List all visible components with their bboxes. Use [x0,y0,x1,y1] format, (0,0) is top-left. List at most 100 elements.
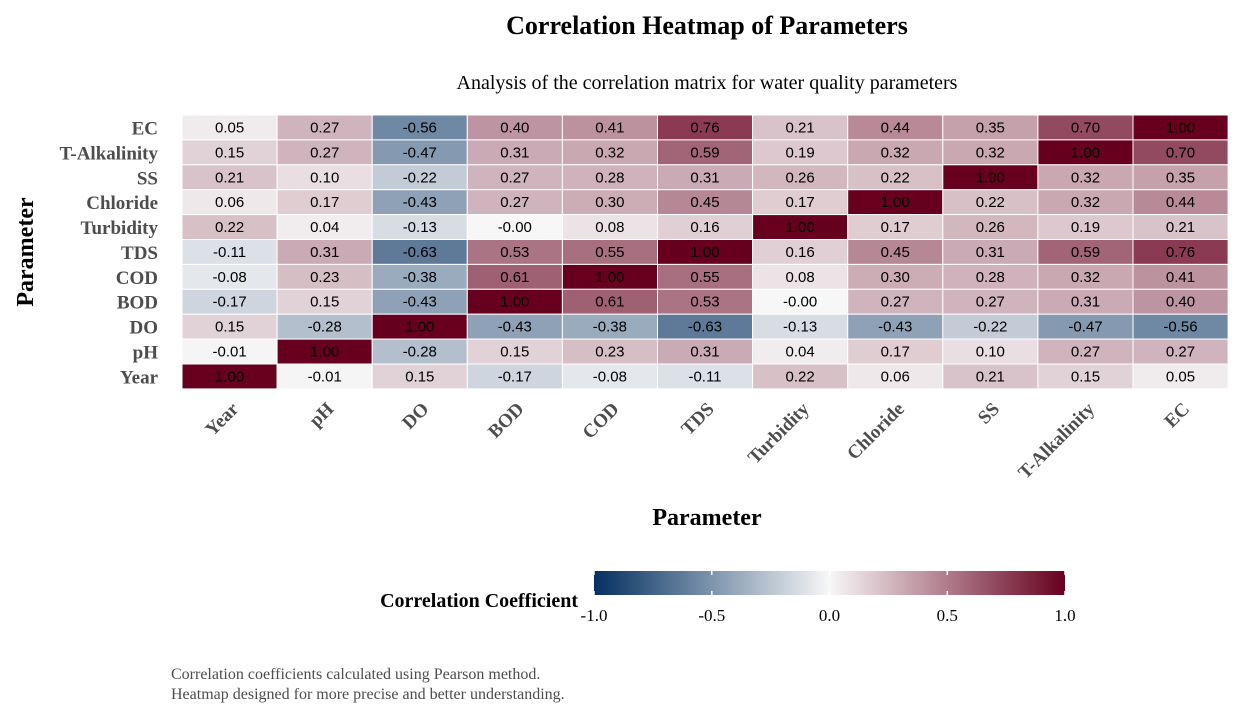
heatmap-cell [752,313,849,340]
cell-value-label: -0.08 [593,368,627,385]
legend-tick-label: 1.0 [1054,606,1075,625]
cell-value-label: 0.35 [1166,169,1195,186]
cell-value-label: 0.22 [976,194,1005,211]
cell-value-label: -0.43 [498,319,532,336]
cell-value-label: 0.32 [976,144,1005,161]
y-tick-label: EC [132,118,158,139]
heatmap-cell [371,313,468,340]
cell-value-label: 0.32 [881,144,910,161]
heatmap-cell [466,189,563,216]
heatmap-cell [181,313,278,340]
legend-tick-label: -1.0 [581,606,608,625]
x-tick-label: SS [974,399,1004,429]
heatmap-cell [657,263,754,290]
heatmap-cell [1037,288,1134,315]
x-tick-label: EC [1161,399,1195,433]
cell-value-label: 1.00 [1166,119,1195,136]
heatmap-cell [847,313,944,340]
heatmap-cell [752,288,849,315]
cell-value-label: 0.32 [1071,194,1100,211]
heatmap-cell [561,214,659,241]
cell-value-label: -0.43 [403,194,437,211]
cell-value-label: -0.43 [878,319,912,336]
heatmap-cell [942,363,1039,390]
heatmap-cell [276,288,373,315]
x-tick-label: BOD [484,399,528,443]
x-tick-label: Chloride [843,399,909,465]
cell-value-label: 0.27 [310,144,339,161]
cell-value-label: 0.76 [690,119,719,136]
cell-value-label: 0.53 [690,294,719,311]
heatmap-cell [276,114,373,141]
cell-value-label: 1.00 [405,319,434,336]
cell-value-label: 0.70 [1166,144,1195,161]
heatmap-cell [1037,263,1134,290]
y-tick-label: Turbidity [81,218,159,239]
cell-value-label: 0.32 [595,144,624,161]
cell-value-label: 0.19 [1071,219,1100,236]
cell-value-label: 0.26 [976,219,1005,236]
cell-value-label: -0.28 [308,319,342,336]
chart-subtitle: Analysis of the correlation matrix for w… [457,72,958,94]
heatmap-cell [752,139,849,166]
y-tick-label: DO [130,318,159,339]
heatmap-cell [181,214,278,241]
cell-value-label: 1.00 [881,194,910,211]
cell-value-label: 0.15 [215,144,244,161]
cell-value-label: 0.55 [595,244,624,261]
heatmap-cell [1037,114,1134,141]
cell-value-label: -0.38 [403,269,437,286]
heatmap-cell [657,164,754,191]
cell-value-label: 0.61 [500,269,529,286]
cell-value-label: 0.15 [310,294,339,311]
cell-value-label: 0.04 [310,219,339,236]
heatmap-cell [371,263,468,290]
heatmap-cell [847,363,944,390]
cell-value-label: 1.00 [976,169,1005,186]
y-tick-label: Chloride [86,193,158,214]
legend-tick-label: -0.5 [698,606,725,625]
x-tick-label: DO [398,399,433,434]
cell-value-label: -0.17 [498,368,532,385]
cell-value-label: 0.15 [500,344,529,361]
heatmap-cell [752,189,849,216]
cell-value-label: -0.22 [403,169,437,186]
y-axis-title: Parameter [13,197,39,307]
caption-line-2: Heatmap designed for more precise and be… [171,686,565,703]
heatmap-cell [942,189,1039,216]
heatmap-cell [181,239,278,265]
cell-value-label: 1.00 [1071,144,1100,161]
cell-value-label: 0.17 [881,219,910,236]
cell-value-label: 0.28 [976,269,1005,286]
cell-value-label: 0.55 [690,269,719,286]
cell-value-label: -0.56 [1163,319,1197,336]
cell-value-label: 1.00 [310,344,339,361]
cell-value-label: 0.32 [1071,169,1100,186]
cell-value-label: 0.44 [1166,194,1195,211]
cell-value-label: 0.27 [310,119,339,136]
cell-value-label: 0.22 [785,368,814,385]
heatmap-cell [1037,214,1134,241]
cell-value-label: 0.28 [595,169,624,186]
cell-value-label: 0.31 [976,244,1005,261]
cell-value-label: 1.00 [500,294,529,311]
cell-value-label: 0.41 [1166,269,1195,286]
cell-value-label: -0.17 [212,294,246,311]
cell-value-label: 0.27 [1071,344,1100,361]
heatmap-cell [561,363,659,390]
heatmap-cell [942,214,1039,241]
cell-value-label: 0.05 [1166,368,1195,385]
cell-value-label: 0.53 [500,244,529,261]
cell-value-label: 0.08 [595,219,624,236]
heatmap-cell [847,263,944,290]
cell-value-label: 0.16 [785,244,814,261]
y-tick-label: TDS [121,243,158,264]
cell-value-label: -0.56 [403,119,437,136]
cell-value-label: -0.01 [308,368,342,385]
heatmap-cell [1132,239,1229,265]
cell-value-label: 0.23 [595,344,624,361]
heatmap-cell [466,288,563,315]
cell-value-label: 0.26 [785,169,814,186]
cell-value-label: 1.00 [785,219,814,236]
cell-value-label: 0.27 [881,294,910,311]
